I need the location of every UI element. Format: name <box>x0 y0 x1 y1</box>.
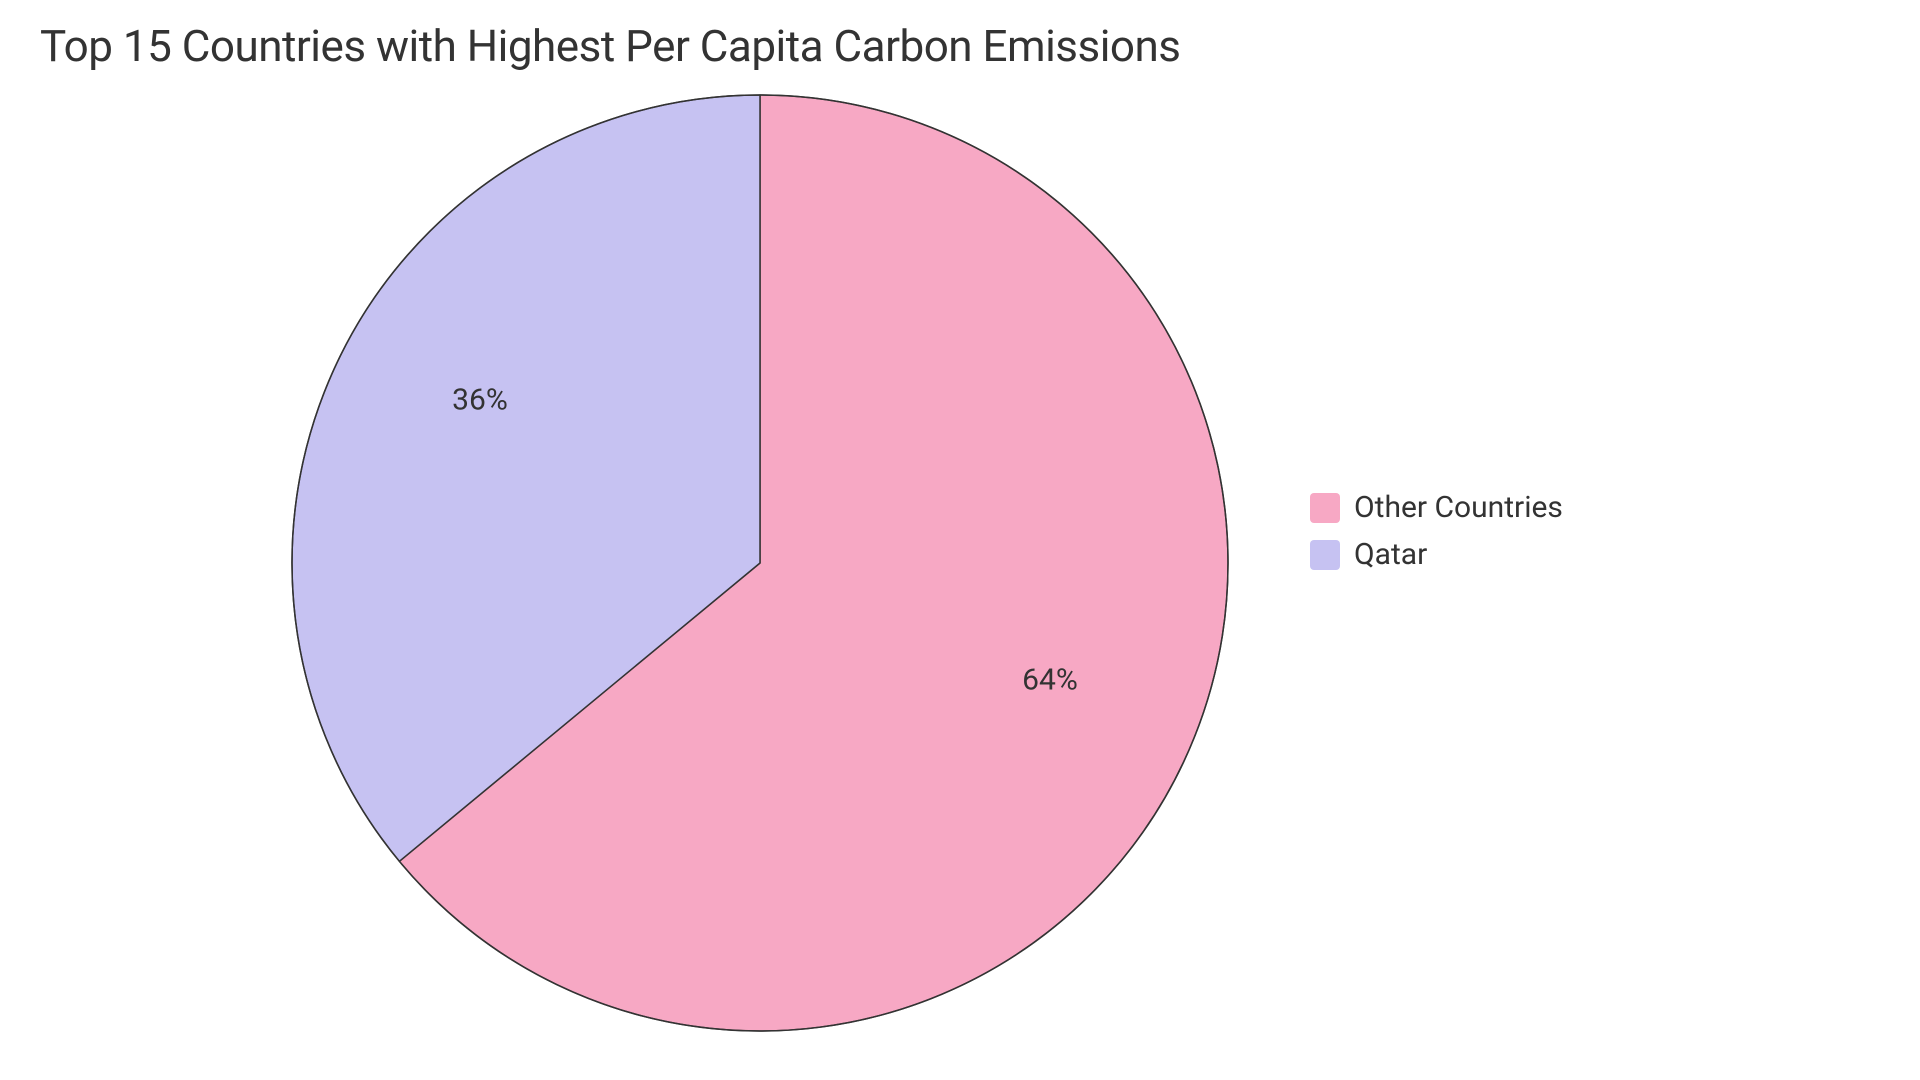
legend-item-other-countries: Other Countries <box>1310 490 1563 525</box>
legend-swatch <box>1310 540 1340 570</box>
legend-label: Other Countries <box>1354 490 1563 525</box>
slice-label-qatar: 36% <box>452 383 508 418</box>
legend-label: Qatar <box>1354 537 1427 572</box>
legend: Other Countries Qatar <box>1310 490 1563 572</box>
legend-swatch <box>1310 493 1340 523</box>
pie-svg <box>290 93 1230 1033</box>
legend-item-qatar: Qatar <box>1310 537 1563 572</box>
pie-chart <box>290 93 1230 1037</box>
chart-title: Top 15 Countries with Highest Per Capita… <box>40 20 1181 72</box>
slice-label-other-countries: 64% <box>1022 663 1078 698</box>
chart-container: Top 15 Countries with Highest Per Capita… <box>0 0 1920 1080</box>
